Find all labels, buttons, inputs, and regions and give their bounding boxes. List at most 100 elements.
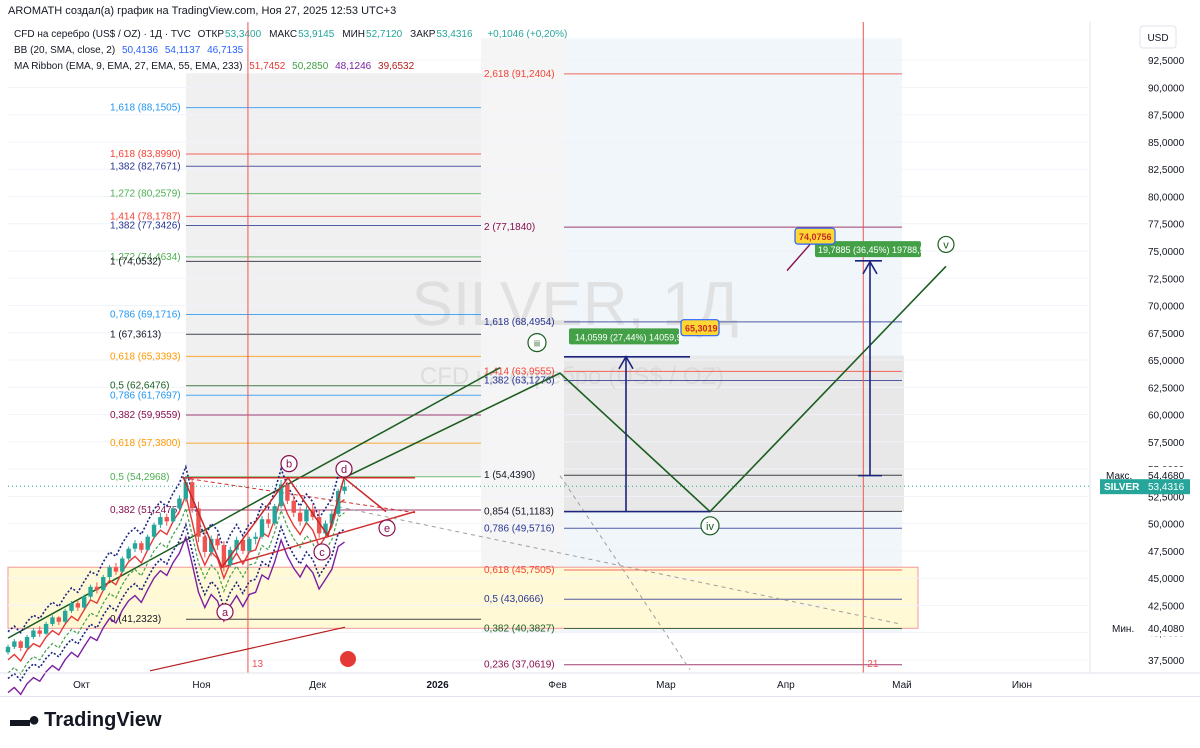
candle-body — [285, 484, 290, 501]
fib-label-left: 1,414 (78,1787) — [110, 211, 181, 222]
projection-box-1 — [569, 328, 679, 345]
fib-label-mid: 1 (54,4390) — [484, 470, 535, 481]
price-axis-bg — [1090, 22, 1200, 673]
time-tick-label: Фев — [548, 680, 566, 691]
candle-body — [120, 558, 125, 572]
fib-label-left: 0,618 (57,3800) — [110, 438, 181, 449]
fib-label-left: 0 (41,2323) — [110, 614, 161, 625]
fib-label-left: 1,382 (77,3426) — [110, 220, 181, 231]
price-tick-label: 57,5000 — [1148, 438, 1185, 449]
candle-body — [12, 641, 17, 647]
candle-body — [329, 513, 335, 524]
fib-label-left: 0,382 (59,9559) — [110, 410, 181, 421]
legend-symbol-row: CFD на серебро (US$ / OZ) · 1Д · TVC ОТК… — [14, 29, 571, 40]
candle-body — [266, 519, 271, 524]
fib-label-left: 0,618 (65,3393) — [110, 351, 181, 362]
candle-body — [304, 509, 309, 522]
candle-body — [291, 500, 296, 513]
vertical-marker-label: 13 — [252, 659, 264, 670]
time-tick-label: Мар — [656, 680, 676, 691]
wave-label-a: a — [222, 607, 229, 619]
fib-label-left: 1,618 (88,1505) — [110, 103, 181, 114]
wave-label-circle-iii — [527, 332, 547, 353]
candle-body — [88, 586, 93, 597]
time-tick-label: Апр — [777, 680, 795, 691]
wave-label-circle-iv — [700, 516, 720, 536]
fib-label-mid: 2,618 (91,2404) — [484, 69, 555, 80]
candle-body — [56, 617, 61, 622]
fib-label-left: 1,272 (74,4634) — [110, 252, 181, 263]
candle-body — [202, 536, 208, 552]
price-tick-label: 52,5000 — [1148, 492, 1185, 503]
min-value: 40,4080 — [1148, 624, 1185, 635]
price-tick-label: 77,5000 — [1148, 220, 1185, 231]
legend-ma-row: MA Ribbon (EMA, 9, EMA, 27, EMA, 55, EMA… — [14, 61, 418, 72]
wave-label-b: b — [286, 459, 292, 471]
price-tick-label: 80,0000 — [1148, 192, 1185, 203]
candle-body — [82, 596, 87, 608]
candle-body — [316, 517, 322, 534]
tradingview-logo[interactable]: ▬● TradingView — [10, 709, 162, 731]
candle-body — [158, 517, 163, 525]
candle-body — [196, 508, 201, 537]
candle-body — [132, 543, 138, 549]
ohlc-макс: МАКС53,9145 — [269, 29, 335, 40]
bb-lower-band — [7, 522, 345, 682]
max-value: 54,4680 — [1148, 471, 1185, 482]
candle-body — [234, 539, 239, 550]
wave-label-iv: iv — [706, 521, 714, 533]
time-tick-label: Ноя — [192, 680, 210, 691]
fib-label-mid: 0,236 (37,0619) — [484, 660, 555, 671]
projection-measure-2: 19,7885 (36,45%) 19788,5 — [818, 245, 925, 255]
wave-label-c: c — [319, 547, 325, 559]
fib-label-left: 0,786 (61,7697) — [110, 390, 181, 401]
ma-value-9: 51,7452 — [249, 61, 286, 72]
price-tick-label: 82,5000 — [1148, 165, 1185, 176]
candle-body — [272, 506, 277, 524]
price-tick-label: 62,5000 — [1148, 383, 1185, 394]
max-label: Макс. — [1106, 471, 1132, 482]
candle-body — [189, 482, 195, 509]
wave-label-circle-v — [937, 235, 955, 254]
ohlc-закр: ЗАКР53,4316 — [410, 29, 473, 40]
candle-body — [183, 482, 188, 499]
candle-body — [113, 567, 119, 572]
fib-label-mid: 0,786 (49,5716) — [484, 523, 555, 534]
candle-body — [101, 577, 106, 591]
footer: ▬● TradingView — [0, 696, 1200, 748]
bb-label[interactable]: BB (20, SMA, close, 2) — [14, 45, 116, 56]
ma-55-line — [7, 534, 345, 696]
price-tick-label: 47,5000 — [1148, 547, 1185, 558]
price-tick-label: 42,5000 — [1148, 601, 1185, 612]
ma-value-55: 48,1246 — [335, 61, 372, 72]
wave-label-iii: iii — [534, 339, 540, 349]
candle-body — [336, 490, 341, 514]
change-value: +0,1046 (+0,20%) — [487, 29, 568, 40]
ohlc-мин: МИН52,7120 — [342, 29, 403, 40]
candle-body — [209, 538, 214, 552]
ma-value-27: 50,2850 — [292, 61, 329, 72]
candle-body — [37, 630, 42, 634]
candle-body — [75, 603, 81, 608]
fib-label-left: 1,382 (82,7671) — [110, 161, 181, 172]
candle-body — [240, 539, 246, 551]
fib-label-left: 1 (67,3613) — [110, 329, 161, 340]
wave-zigzag-abcde — [182, 476, 387, 569]
symbol-name[interactable]: CFD на серебро (US$ / OZ) · 1Д · TVC — [14, 29, 191, 40]
candle-body — [145, 536, 150, 550]
candle-body — [342, 486, 347, 491]
time-tick-label: Окт — [73, 680, 90, 691]
us-event-icon — [340, 651, 356, 667]
fib-label-mid: 0,382 (40,3827) — [484, 623, 555, 634]
candle-body — [5, 646, 11, 653]
ma-label[interactable]: MA Ribbon (EMA, 9, EMA, 27, EMA, 55, EMA… — [14, 61, 243, 72]
dashed-trend-2 — [559, 475, 691, 671]
projection-target-1: 65,3019 — [685, 324, 718, 334]
candle-body — [62, 610, 68, 622]
price-tick-label: 45,0000 — [1148, 574, 1185, 585]
time-tick-label: Дек — [309, 680, 326, 691]
fib-label-left: 0,5 (62,6476) — [110, 381, 170, 392]
projection-measure-1: 14,0599 (27,44%) 14059,9 — [575, 332, 682, 342]
min-label: Мин. — [1112, 624, 1134, 635]
